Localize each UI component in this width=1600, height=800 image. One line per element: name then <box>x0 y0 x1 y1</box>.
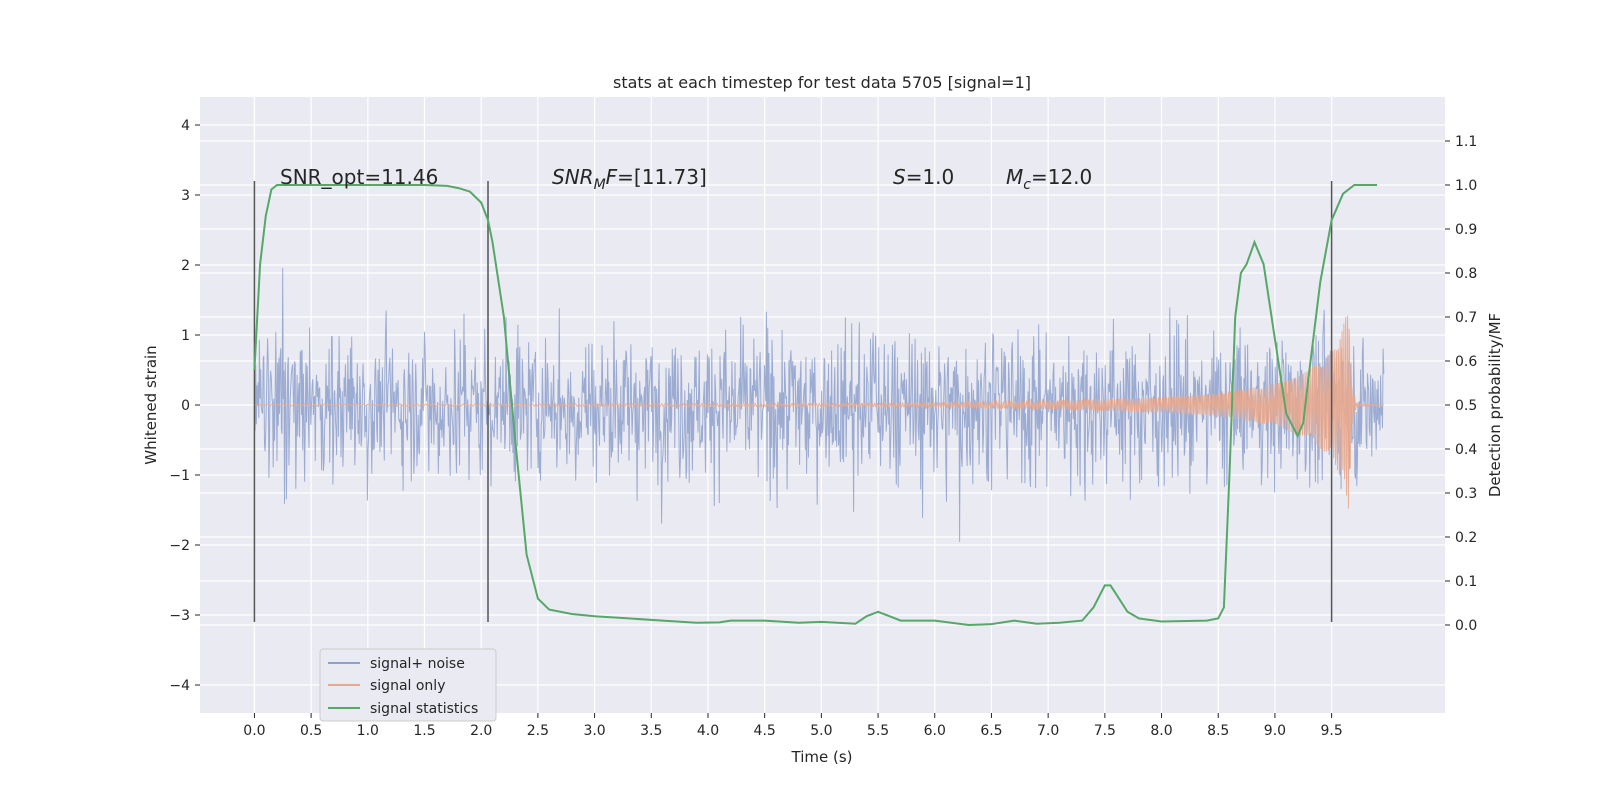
y-right-tick-label: 0.9 <box>1455 222 1477 238</box>
annotation-mc-value: =12.0 <box>1031 165 1092 189</box>
legend-label-signal-statistics: signal statistics <box>370 701 478 717</box>
annotation-snr-mf-sub: M <box>594 177 606 193</box>
x-axis-label: Time (s) <box>791 748 853 766</box>
x-tick-label: 2.0 <box>470 723 492 739</box>
y-left-tick-label: 3 <box>181 188 190 204</box>
vertical-markers <box>253 181 1333 622</box>
legend-label-signal-noise: signal+ noise <box>370 656 465 672</box>
y-right-tick-label: 0.4 <box>1455 442 1477 458</box>
x-tick-label: 7.5 <box>1094 723 1116 739</box>
annotation-mc: Mc=12.0 <box>1006 165 1092 193</box>
y-right-tick-label: 0.5 <box>1455 398 1477 414</box>
annotation-snr-mf-f: F <box>606 165 618 189</box>
x-tick-label: 6.0 <box>924 723 946 739</box>
annotation-snr-mf: SNRMF=[11.73] <box>552 165 707 193</box>
x-tick-label: 0.5 <box>300 723 322 739</box>
signal-statistics-series <box>253 184 1377 627</box>
signal-only-series <box>254 315 1384 509</box>
x-tick-label: 5.5 <box>867 723 889 739</box>
signal-noise-series <box>253 267 1385 542</box>
annotation-s-main: S <box>893 165 906 189</box>
x-tick-label: 7.0 <box>1037 723 1059 739</box>
annotation-s-value: =1.0 <box>906 165 955 189</box>
y-axis-left-label: Whitened strain <box>142 345 160 464</box>
y-left-tick-label: −2 <box>169 538 190 554</box>
x-tick-label: 4.0 <box>697 723 719 739</box>
annotation-snr-mf-value: =[11.73] <box>617 165 707 189</box>
x-tick-label: 6.5 <box>980 723 1002 739</box>
chart-title: stats at each timestep for test data 570… <box>613 73 1031 92</box>
x-tick-label: 5.0 <box>810 723 832 739</box>
y-left-tick-label: −4 <box>169 678 190 694</box>
annotation-snr-mf-main: SNR <box>552 165 594 189</box>
x-tick-label: 3.0 <box>583 723 605 739</box>
annotation-mc-main: M <box>1006 165 1023 189</box>
annotation-s: S=1.0 <box>893 165 954 189</box>
x-tick-label: 2.5 <box>527 723 549 739</box>
y-right-tick-label: 0.7 <box>1455 310 1477 326</box>
legend-label-signal-only: signal only <box>370 678 445 694</box>
axis-ticks: 0.0 0.5 1.0 1.5 2.0 2.5 3.0 3.5 4.0 4.5 5.0 5.5 6.0 6… <box>169 118 1477 739</box>
signal-noise-line <box>253 267 1385 542</box>
y-left-tick-label: 1 <box>181 328 190 344</box>
legend-box <box>319 648 497 722</box>
x-tick-label: 1.0 <box>357 723 379 739</box>
y-left-tick-label: 2 <box>181 258 190 274</box>
y-right-tick-label: 1.1 <box>1455 134 1477 150</box>
y-right-tick-label: 0.1 <box>1455 574 1477 590</box>
y-right-tick-label: 0.8 <box>1455 266 1477 282</box>
x-tick-label: 4.5 <box>754 723 776 739</box>
x-tick-label: 3.5 <box>640 723 662 739</box>
y-right-tick-label: 0.3 <box>1455 486 1477 502</box>
annotation-mc-sub: c <box>1023 177 1031 193</box>
x-tick-label: 0.0 <box>243 723 265 739</box>
y-left-tick-label: 4 <box>181 118 190 134</box>
y-left-tick-label: −1 <box>169 468 190 484</box>
y-right-tick-label: 1.0 <box>1455 178 1477 194</box>
annotation-snr-opt: SNR_opt=11.46 <box>280 165 438 189</box>
legend: signal+ noise signal only signal statist… <box>319 648 497 722</box>
x-tick-label: 8.5 <box>1207 723 1229 739</box>
y-axis-right-label: Detection probability/MF <box>1486 313 1504 497</box>
y-right-tick-label: 0.0 <box>1455 618 1477 634</box>
x-tick-label: 1.5 <box>413 723 435 739</box>
signal-statistics-line <box>253 184 1377 627</box>
signal-only-line <box>254 315 1384 509</box>
x-tick-label: 8.0 <box>1150 723 1172 739</box>
y-right-tick-label: 0.6 <box>1455 354 1477 370</box>
y-right-tick-label: 0.2 <box>1455 530 1477 546</box>
y-left-tick-label: −3 <box>169 608 190 624</box>
y-left-tick-label: 0 <box>181 398 190 414</box>
x-tick-label: 9.0 <box>1264 723 1286 739</box>
x-tick-label: 9.5 <box>1320 723 1342 739</box>
